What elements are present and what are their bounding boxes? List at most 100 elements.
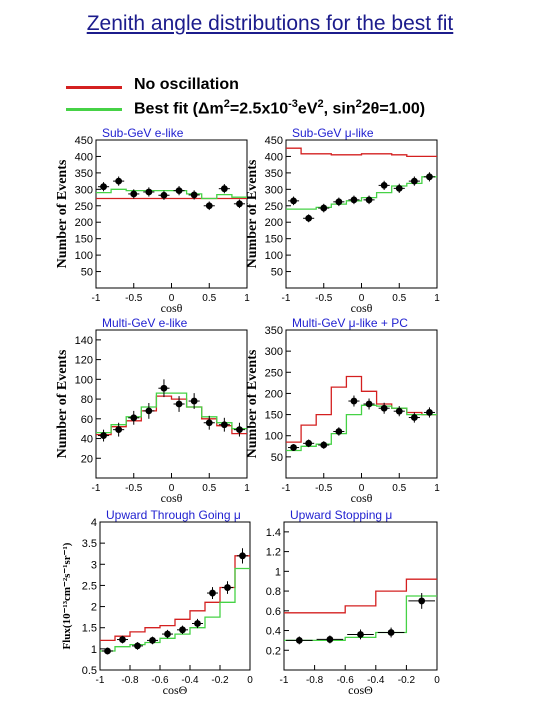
y-tick-label: 450 — [75, 135, 93, 147]
x-axis-label: cosΘ — [163, 683, 188, 697]
data-marker — [418, 597, 426, 605]
data-marker — [149, 637, 156, 644]
x-tick-label: 0 — [359, 483, 365, 494]
x-tick-label: -0.5 — [125, 293, 143, 304]
best-fit-series — [100, 567, 250, 652]
y-tick-label: 2 — [91, 602, 97, 614]
x-tick-label: 0 — [247, 675, 253, 686]
no-oscillation-series — [284, 578, 437, 614]
panel-title: Sub-GeV e-like — [102, 126, 184, 140]
y-tick-label: 3 — [91, 559, 97, 571]
data-point — [188, 393, 200, 409]
plot-frame — [285, 139, 438, 289]
data-marker — [290, 444, 297, 451]
x-tick-label: -1 — [282, 293, 291, 304]
no-oscillation-series — [100, 555, 250, 642]
data-marker — [145, 188, 153, 196]
y-tick-label: 400 — [75, 151, 93, 163]
y-tick-label: 350 — [265, 325, 283, 337]
data-marker — [295, 637, 303, 644]
y-tick-label: 150 — [265, 234, 283, 246]
x-axis-label: cosθ — [351, 301, 373, 315]
data-marker — [365, 196, 373, 204]
data-marker — [119, 636, 126, 643]
panel-sub-gev-e: 50 100 150 200 250 300 350 400 450 -1 -0.5 0 0.5 1 Sub… — [55, 126, 250, 315]
data-marker — [410, 177, 418, 185]
data-point — [98, 182, 110, 192]
data-marker — [194, 620, 201, 627]
y-axis-label: Number of Events — [55, 159, 70, 268]
y-tick-label: 350 — [75, 168, 93, 180]
legend-label-best-fit: Best fit (Δm2=2.5x10-3eV2, sin22θ=1.00) — [134, 98, 426, 118]
data-point — [132, 642, 143, 650]
data-point — [222, 581, 233, 594]
x-tick-label: -0.4 — [181, 675, 199, 686]
data-point — [188, 190, 200, 200]
data-marker — [426, 409, 433, 416]
x-tick-label: 0 — [169, 293, 175, 304]
best-fit-series — [284, 595, 437, 642]
legend-label-no-oscillation: No oscillation — [134, 76, 239, 93]
legend-item-no-oscillation: No oscillation — [60, 76, 530, 96]
data-marker — [305, 214, 313, 222]
data-marker — [160, 384, 168, 392]
data-marker — [236, 200, 243, 208]
data-marker — [335, 198, 343, 206]
data-marker — [205, 202, 213, 210]
y-tick-label: 100 — [75, 374, 93, 386]
y-axis-label: Flux(10⁻¹³cm⁻²s⁻¹sr⁻¹) — [61, 542, 73, 649]
x-tick-label: -0.6 — [151, 675, 169, 686]
data-point — [192, 618, 203, 629]
data-point — [423, 407, 435, 418]
data-marker — [164, 630, 171, 638]
x-tick-label: -0.5 — [315, 483, 333, 494]
data-marker — [179, 626, 186, 634]
data-marker — [380, 404, 388, 412]
x-tick-label: -0.4 — [367, 675, 385, 686]
data-point — [128, 410, 140, 425]
panel-multi-gev-e: 20 40 60 80 100 120 140 -1 -0.5 0 0.5 1 Multi-GeV e-… — [55, 316, 250, 505]
data-marker — [115, 426, 123, 434]
y-tick-label: 60 — [81, 414, 93, 426]
data-marker — [350, 397, 358, 405]
y-tick-label: 1.5 — [82, 623, 97, 635]
data-point — [378, 402, 390, 414]
x-axis-label: cosθ — [351, 491, 373, 505]
data-marker — [190, 397, 198, 405]
y-tick-label: 120 — [75, 355, 93, 367]
data-point — [333, 427, 345, 436]
plot-frame — [99, 521, 251, 671]
y-tick-label: 100 — [75, 250, 93, 262]
data-point — [147, 636, 158, 645]
data-point — [348, 395, 360, 407]
y-tick-label: 200 — [265, 388, 283, 400]
x-axis-label: cosΘ — [348, 683, 373, 697]
data-point — [303, 439, 315, 448]
x-tick-label: -1 — [92, 483, 101, 494]
data-marker — [134, 642, 141, 650]
y-tick-label: 80 — [81, 394, 93, 406]
panel-title: Upward Stopping μ — [290, 508, 392, 522]
x-tick-label: 0.5 — [202, 293, 216, 304]
y-tick-label: 50 — [271, 452, 283, 464]
y-tick-label: 150 — [75, 234, 93, 246]
y-tick-label: 100 — [265, 431, 283, 443]
data-point — [363, 398, 375, 410]
data-point — [377, 627, 405, 638]
data-point — [363, 195, 375, 205]
y-axis-label: Number of Events — [245, 349, 260, 458]
data-point — [423, 172, 435, 182]
x-tick-label: 1 — [434, 483, 440, 494]
data-marker — [190, 191, 198, 199]
data-point — [286, 636, 313, 645]
data-marker — [357, 631, 364, 638]
y-tick-label: 100 — [265, 250, 283, 262]
data-marker — [209, 589, 216, 597]
y-tick-label: 250 — [75, 201, 93, 213]
data-point — [162, 629, 173, 639]
y-tick-label: 40 — [81, 434, 93, 446]
data-point — [303, 214, 315, 223]
y-tick-label: 20 — [81, 453, 93, 465]
panel-title: Sub-GeV μ-like — [292, 126, 374, 140]
data-point — [173, 396, 185, 412]
